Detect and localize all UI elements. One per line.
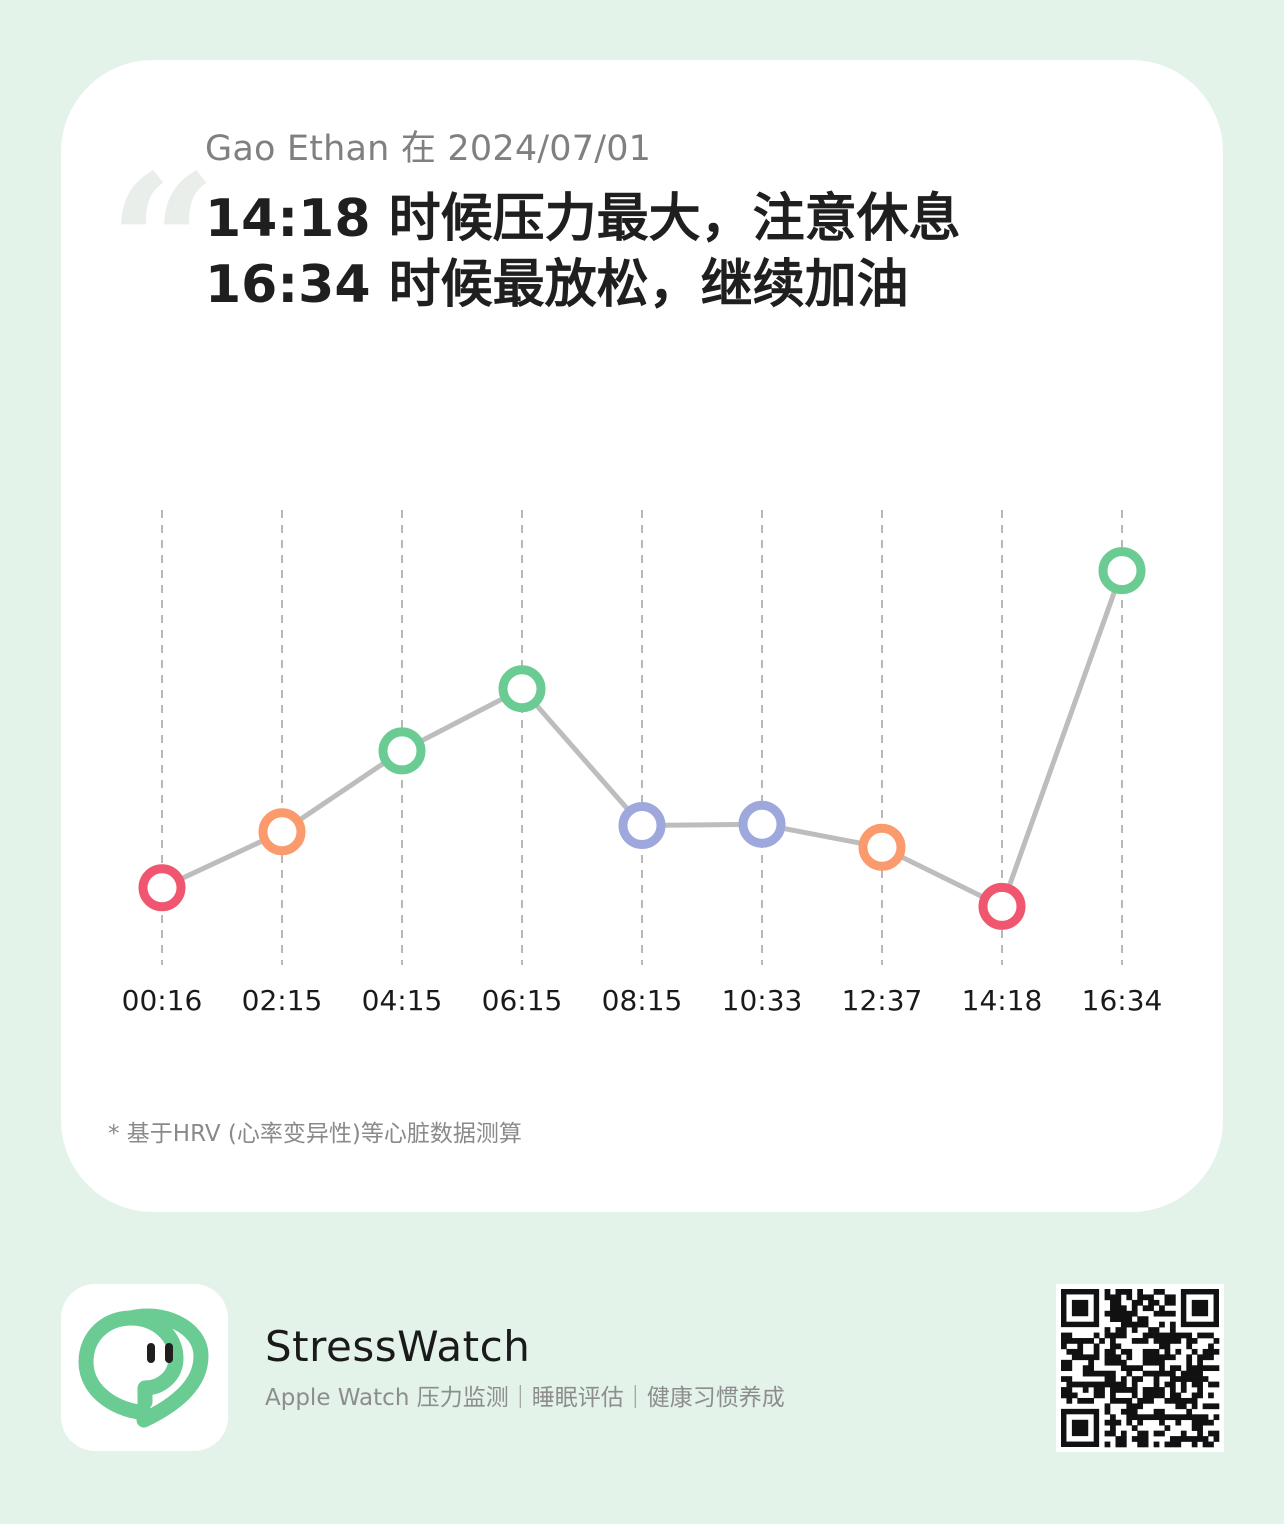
data-point [378,727,426,775]
data-point [138,864,186,912]
x-tick-label: 08:15 [602,984,683,1017]
data-point [738,800,786,848]
qr-code[interactable] [1056,1284,1224,1452]
summary-headline: 14:18 时候压力最大，注意休息 16:34 时候最放松，继续加油 [205,186,961,318]
headline-line-max-stress: 14:18 时候压力最大，注意休息 [205,189,961,249]
headline-line-most-relaxed: 16:34 时候最放松，继续加油 [205,255,909,315]
x-tick-label: 10:33 [722,984,803,1017]
data-point [978,882,1026,930]
app-name: StressWatch [265,1322,531,1371]
app-tagline: Apple Watch 压力监测｜睡眠评估｜健康习惯养成 [265,1385,785,1411]
x-tick-label: 04:15 [362,984,443,1017]
x-tick-label: 06:15 [482,984,563,1017]
quote-mark-icon: “ [108,133,218,356]
x-tick-label: 02:15 [242,984,323,1017]
x-tick-label: 12:37 [842,984,923,1017]
data-point [618,802,666,850]
data-point [858,823,906,871]
data-point [1098,547,1146,595]
x-tick-label: 14:18 [962,984,1043,1017]
data-point [258,808,306,856]
hrv-footnote: * 基于HRV (心率变异性)等心脏数据测算 [108,1121,522,1147]
app-icon[interactable] [61,1284,228,1451]
user-date-subtitle: Gao Ethan 在 2024/07/01 [205,129,652,169]
x-tick-label: 16:34 [1082,984,1163,1017]
qr-code-icon [1061,1289,1220,1448]
data-point [498,665,546,713]
heart-chat-icon [78,1308,209,1428]
x-tick-label: 00:16 [122,984,203,1017]
